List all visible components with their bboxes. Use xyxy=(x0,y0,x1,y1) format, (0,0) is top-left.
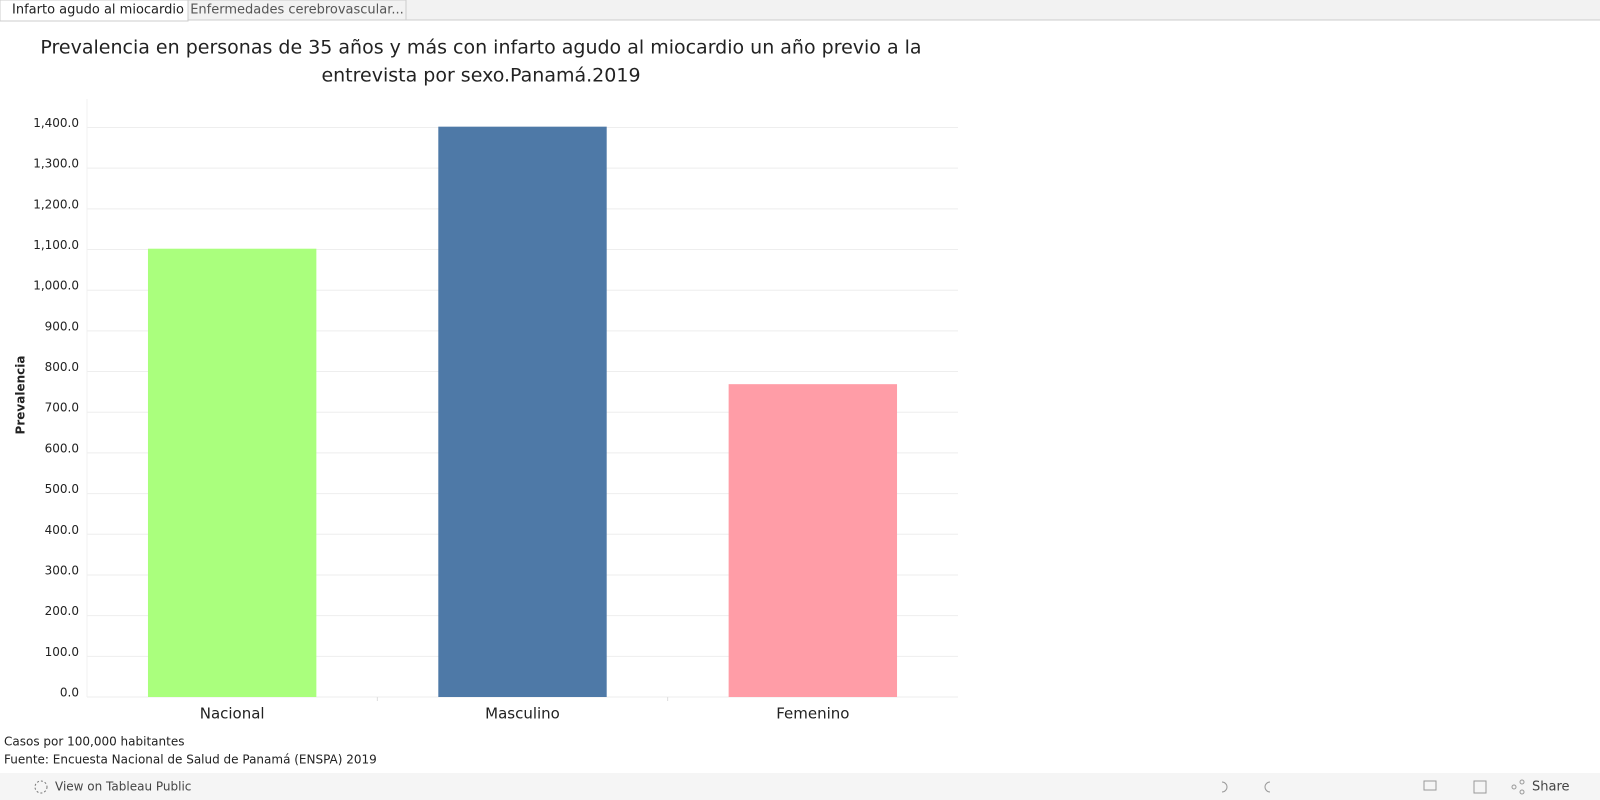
x-tick-label: Femenino xyxy=(776,705,849,723)
toolbar xyxy=(0,773,1600,800)
tableau-icon xyxy=(34,780,48,794)
y-tick-label: 700.0 xyxy=(45,401,79,415)
y-tick-label: 300.0 xyxy=(45,563,79,577)
bar xyxy=(438,126,607,697)
tab-inactive[interactable] xyxy=(187,0,407,21)
y-tick-label: 800.0 xyxy=(45,360,79,374)
tab[interactable]: Enfermedades cerebrovascular... xyxy=(190,3,404,18)
tab[interactable]: Infarto agudo al miocardio xyxy=(12,3,184,18)
x-tick-label: Nacional xyxy=(200,705,265,723)
bar xyxy=(147,248,317,697)
y-tick-label: 1,200.0 xyxy=(33,197,79,211)
y-tick-label: 1,400.0 xyxy=(33,116,79,130)
y-tick-label: 1,100.0 xyxy=(33,238,79,252)
y-tick-label: 1,000.0 xyxy=(33,279,79,293)
note: Fuente: Encuesta Nacional de Salud de Pa… xyxy=(4,753,377,767)
y-tick-label: 0.0 xyxy=(60,686,79,700)
y-tick-label: 200.0 xyxy=(45,604,79,618)
chart-title: entrevista por sexo.Panamá.2019 xyxy=(321,65,640,87)
y-tick-label: 100.0 xyxy=(45,645,79,659)
chart-title: Prevalencia en personas de 35 años y más… xyxy=(40,37,921,59)
view-link[interactable]: View on Tableau Public xyxy=(55,780,191,794)
toolbar-icons xyxy=(1221,779,1525,795)
bar xyxy=(728,384,898,697)
y-tick-label: 1,300.0 xyxy=(33,157,79,171)
x-tick-label: Masculino xyxy=(485,705,560,723)
y-tick-label: 500.0 xyxy=(45,482,79,496)
y-tick-label: 600.0 xyxy=(45,441,79,455)
note: Casos por 100,000 habitantes xyxy=(4,735,184,749)
share-button[interactable]: Share xyxy=(1532,780,1570,795)
y-tick-label: 900.0 xyxy=(45,319,79,333)
y-axis-title: Prevalencia xyxy=(14,356,28,435)
y-tick-label: 400.0 xyxy=(45,523,79,537)
